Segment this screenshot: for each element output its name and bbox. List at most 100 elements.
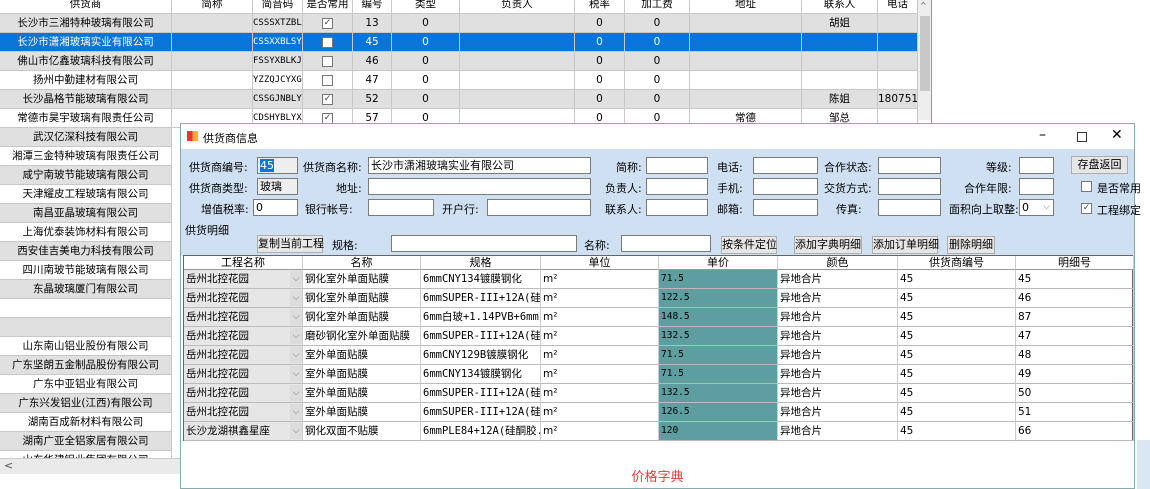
detail-cell[interactable]: 6mmSUPER-III+12A(硅... [421,327,541,346]
detail-cell[interactable]: 岳州北控花园 ⌵ [184,365,303,384]
detail-cell[interactable]: 126.5 [659,403,778,422]
chevron-down-icon[interactable]: ⌵ [290,385,302,401]
supplier-row[interactable]: 武汉亿深科技有限公司 [0,128,172,147]
owner-field[interactable] [646,178,708,195]
detail-cell[interactable]: 异地合片 [778,289,898,308]
scroll-left-icon[interactable]: < [4,459,14,472]
detail-cell[interactable]: 45 [898,327,1016,346]
detail-cell[interactable]: 岳州北控花园 ⌵ [184,327,303,346]
locate-button[interactable]: 按条件定位 [721,236,777,254]
contact-field[interactable] [646,199,708,216]
name-field[interactable] [621,235,711,252]
detail-cell[interactable]: 岳州北控花园 ⌵ [184,289,303,308]
supplier-row[interactable]: 咸宁南玻节能玻璃有限公司 [0,166,172,185]
detail-cell[interactable]: 45 [898,308,1016,327]
detail-cell[interactable]: 异地合片 [778,365,898,384]
column-header[interactable]: 加工费 [625,0,690,14]
add-dict-detail-button[interactable]: 添加字典明细 [794,236,862,254]
detail-cell[interactable]: 71.5 [659,365,778,384]
supplier-row[interactable]: 上海优泰装饰材料有限公司 [0,223,172,242]
common-checkbox[interactable]: ✓ [322,93,333,105]
supplier-row[interactable] [0,318,172,337]
detail-cell[interactable]: 47 [1016,327,1134,346]
detail-cell[interactable]: 室外单面贴膜 [303,384,421,403]
detail-cell[interactable]: 45 [898,422,1016,441]
detail-cell[interactable]: 132.5 [659,327,778,346]
detail-cell[interactable]: 120 [659,422,778,441]
supplier-row[interactable]: 天津耀皮工程玻璃有限公司 [0,185,172,204]
supplier-row[interactable]: 广东坚朗五金制品股份有限公司 [0,356,172,375]
detail-cell[interactable]: m² [541,308,659,327]
bank-account-field[interactable] [368,199,434,216]
detail-cell[interactable]: 异地合片 [778,346,898,365]
supplier-row[interactable]: 湖南百成新材料有限公司 [0,413,172,432]
close-icon[interactable]: ✕ [1111,127,1123,143]
column-header[interactable]: 颜色 [778,256,898,270]
detail-cell[interactable]: 6mmSUPER-III+12A(硅... [421,403,541,422]
column-header[interactable]: 供货商 [0,0,172,14]
chevron-down-icon[interactable]: ⌵ [290,290,302,306]
supplier-row[interactable]: 西安佳吉美电力科技有限公司 [0,242,172,261]
supplier-row[interactable]: 广东中亚铝业有限公司 [0,375,172,394]
detail-cell[interactable]: 长沙龙湖祺鑫星座 ⌵ [184,422,303,441]
supplier-row[interactable]: 四川南玻节能玻璃有限公司 [0,261,172,280]
detail-cell[interactable]: 岳州北控花园 ⌵ [184,384,303,403]
delete-detail-button[interactable]: 删除明细 [947,236,995,254]
chevron-down-icon[interactable]: ⌵ [290,366,302,382]
column-header[interactable]: 是否常用 [303,0,353,14]
detail-cell[interactable]: 148.5 [659,308,778,327]
detail-cell[interactable]: 钢化室外单面贴膜 [303,270,421,289]
supplier-row[interactable]: 湘潭三金特种玻璃有限责任公司 [0,147,172,166]
detail-cell[interactable]: 钢化双面不贴膜 [303,422,421,441]
detail-cell[interactable]: 50 [1016,384,1134,403]
fax-field[interactable] [878,199,941,216]
abbr-field[interactable] [646,157,708,174]
detail-cell[interactable]: 岳州北控花园 ⌵ [184,346,303,365]
detail-cell[interactable]: 48 [1016,346,1134,365]
detail-cell[interactable]: 室外单面贴膜 [303,365,421,384]
vat-field[interactable]: 0 [253,199,298,216]
save-return-button[interactable]: 存盘返回 [1071,156,1128,174]
supplier-row[interactable]: 东晶玻璃厦门有限公司 [0,280,172,299]
chevron-down-icon[interactable]: ⌵ [290,423,302,439]
supplier-row[interactable]: 湖南广亚全铝家居有限公司 [0,432,172,451]
chevron-down-icon[interactable]: ⌵ [290,328,302,344]
detail-cell[interactable]: 6mmCNY134镀膜钢化 [421,365,541,384]
detail-cell[interactable]: 71.5 [659,346,778,365]
chevron-down-icon[interactable]: ⌵ [290,347,302,363]
chevron-down-icon[interactable]: ⌵ [290,271,302,287]
common-checkbox[interactable]: ✓ [322,17,333,29]
supplier-row[interactable]: 山东南山铝业股份有限公司 [0,337,172,356]
delivery-field[interactable] [878,178,941,195]
common-checkbox[interactable]: ✓ [322,112,333,124]
scroll-up-icon[interactable]: ^ [920,1,927,10]
coop-status-field[interactable] [878,157,941,174]
detail-cell[interactable]: m² [541,327,659,346]
detail-cell[interactable]: 51 [1016,403,1134,422]
detail-cell[interactable]: 异地合片 [778,327,898,346]
detail-cell[interactable]: m² [541,403,659,422]
chevron-down-icon[interactable]: ⌵ [290,309,302,325]
detail-cell[interactable]: 岳州北控花园 ⌵ [184,403,303,422]
coop-years-field[interactable] [1019,178,1054,195]
column-header[interactable]: 名称 [303,256,421,270]
detail-cell[interactable]: 室外单面贴膜 [303,346,421,365]
detail-cell[interactable]: 异地合片 [778,422,898,441]
common-checkbox[interactable] [322,74,333,86]
detail-cell[interactable]: 71.5 [659,270,778,289]
detail-cell[interactable]: 45 [898,403,1016,422]
detail-cell[interactable]: 6mmSUPER-III+12A(硅... [421,384,541,403]
detail-cell[interactable]: 钢化室外单面贴膜 [303,289,421,308]
column-header[interactable]: 地址 [690,0,802,14]
email-field[interactable] [753,199,818,216]
supplier-row[interactable]: 扬州中勤建材有限公司 YZZQJCYXGS 47 0 0 0 [0,71,918,90]
chevron-down-icon[interactable]: ⌵ [290,404,302,420]
detail-cell[interactable]: 45 [898,289,1016,308]
round-select[interactable]: 0 ⌵ [1019,199,1054,216]
minimize-icon[interactable]: – [1039,127,1046,143]
detail-cell[interactable]: 132.5 [659,384,778,403]
detail-cell[interactable]: 46 [1016,289,1134,308]
detail-grid[interactable]: 工程名称 名称 规格 单位 单价 颜色 供货商编号 明细号 岳州北控花园 ⌵ 钢化室外单面贴膜 6mm… [183,255,1134,441]
supplier-name-field[interactable]: 长沙市潇湘玻璃实业有限公司 [368,157,591,174]
